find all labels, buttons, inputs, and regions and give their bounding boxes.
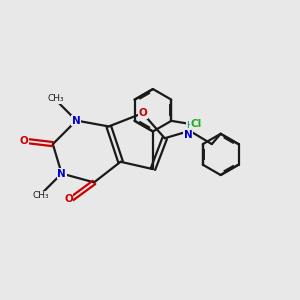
Text: N: N [72, 116, 81, 126]
Text: O: O [64, 194, 73, 204]
Text: O: O [20, 136, 28, 146]
Text: O: O [138, 108, 147, 118]
Text: CH₃: CH₃ [47, 94, 64, 103]
Text: CH₃: CH₃ [33, 191, 50, 200]
Text: H: H [186, 121, 193, 130]
Text: N: N [57, 169, 66, 178]
Text: Cl: Cl [191, 119, 202, 129]
Text: N: N [184, 130, 193, 140]
